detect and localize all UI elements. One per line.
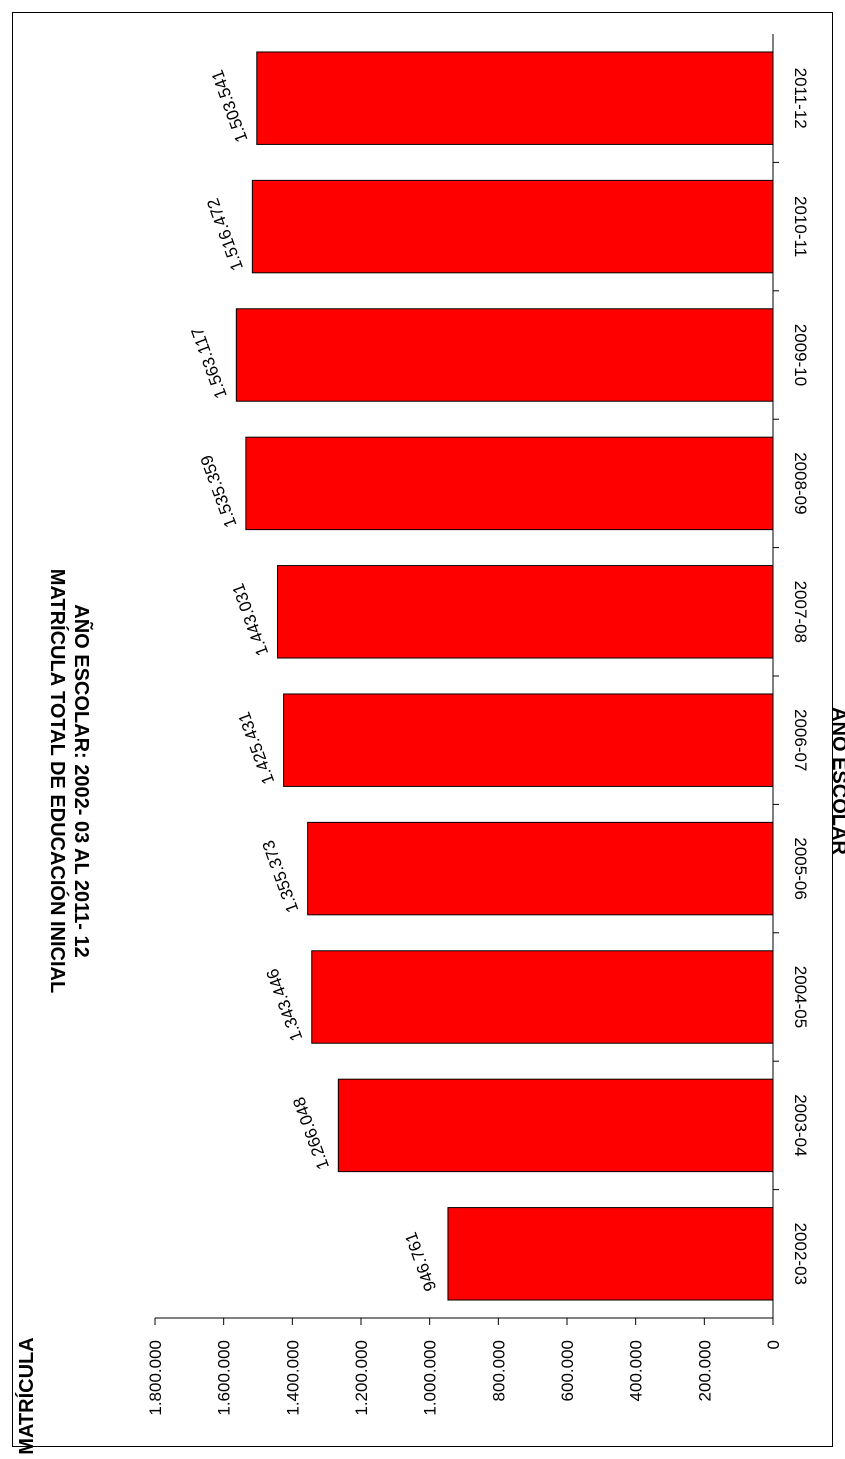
- x-axis-title: AÑO ESCOLAR: [828, 707, 845, 855]
- data-label: 1.425.431: [235, 709, 279, 787]
- x-tick-label: 2008-09: [791, 452, 810, 514]
- x-tick-label: 2010-11: [791, 196, 810, 257]
- x-tick-label: 2002-03: [791, 1223, 810, 1285]
- data-label: 946.761: [401, 1230, 440, 1294]
- y-axis-title: MATRÍCULA: [15, 1337, 38, 1454]
- bar: [307, 821, 774, 916]
- data-label: 1.503.541: [208, 67, 252, 145]
- data-label: 1.535.359: [197, 452, 241, 530]
- bar: [256, 51, 774, 145]
- bar: [337, 1078, 774, 1173]
- x-tick-label: 2003-04: [791, 1094, 810, 1156]
- bar: [277, 565, 774, 659]
- bar: [235, 308, 774, 402]
- bar: [311, 950, 774, 1044]
- data-label: 1.355.373: [259, 838, 303, 916]
- data-label: 1.343.446: [263, 966, 307, 1044]
- x-tick-label: 2005-06: [791, 837, 810, 899]
- y-tick-label: 0: [764, 1340, 783, 1349]
- chart-subtitle: AÑO ESCOLAR: 2002- 03 AL 2011- 12: [70, 604, 93, 957]
- y-tick-label: 800.000: [489, 1340, 508, 1401]
- bar: [447, 1207, 774, 1301]
- x-tick-label: 2004-05: [791, 966, 810, 1028]
- x-tick-label: 2006-07: [791, 709, 810, 771]
- y-tick-label: 600.000: [558, 1340, 577, 1401]
- data-label: 1.266.048: [289, 1094, 333, 1172]
- y-tick-label: 1.600.000: [215, 1340, 234, 1416]
- bar: [251, 179, 774, 274]
- plot-area: 0 200.000 400.000 600.000 800.000 1.000.000 1.…: [146, 34, 810, 1416]
- y-tick-label: 1.000.000: [421, 1340, 440, 1416]
- bar: [245, 436, 774, 531]
- x-tick-label: 2007-08: [791, 581, 810, 643]
- bar: [283, 693, 774, 787]
- chart-title: MATRÍCULA TOTAL DE EDUCACIÓN INICIAL: [46, 569, 70, 993]
- data-label: 1.563.117: [188, 325, 231, 401]
- y-tick-label: 1.800.000: [146, 1340, 165, 1416]
- x-tick-label: 2011-12: [791, 68, 810, 129]
- y-tick-label: 400.000: [627, 1340, 646, 1401]
- y-tick-label: 1.400.000: [283, 1340, 302, 1416]
- y-tick-label: 1.200.000: [352, 1340, 371, 1416]
- data-label: 1.516.472: [203, 196, 247, 274]
- y-tick-label: 200.000: [695, 1340, 714, 1401]
- x-tick-label: 2009-10: [791, 324, 810, 386]
- data-label: 1.443.031: [229, 581, 273, 659]
